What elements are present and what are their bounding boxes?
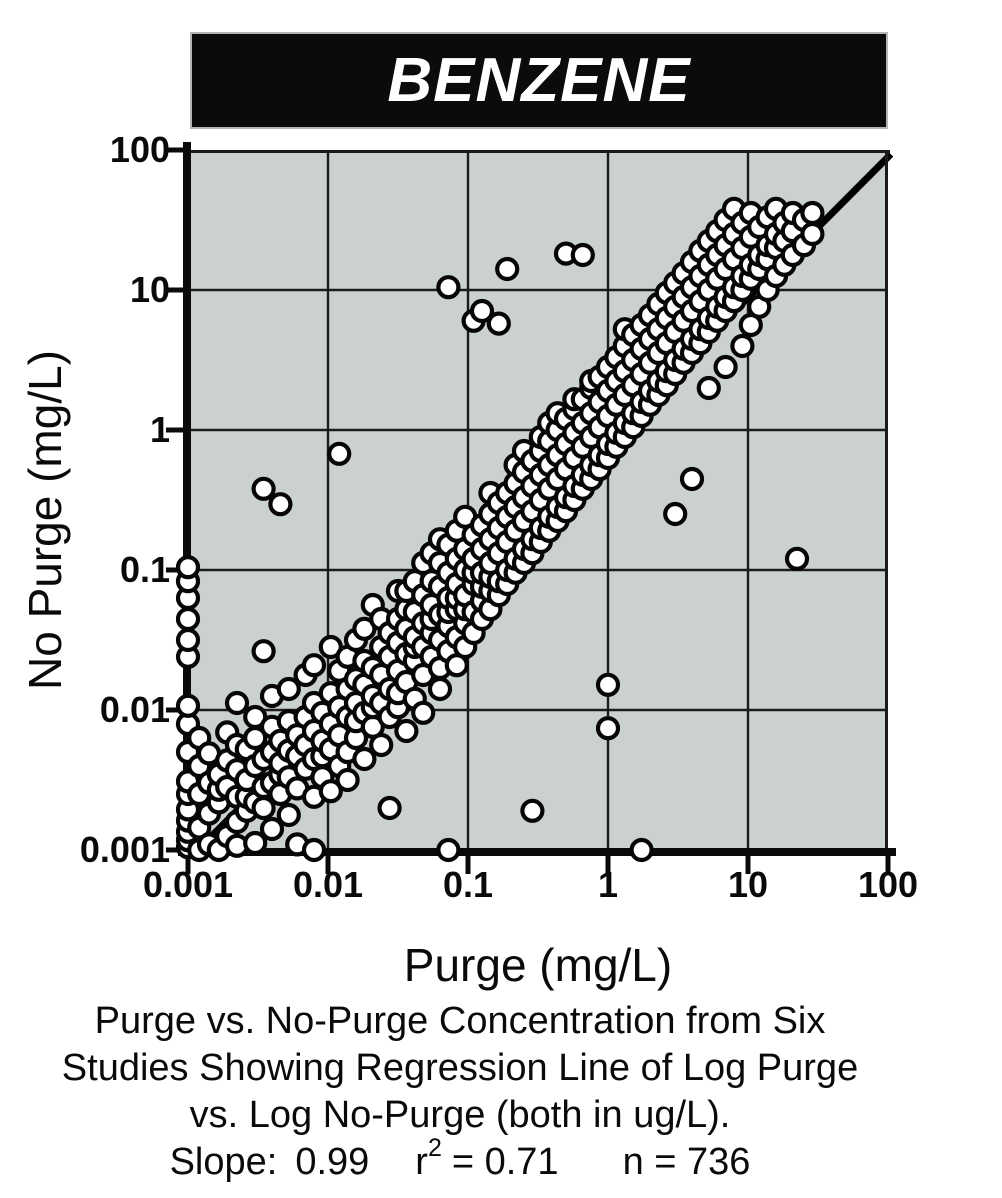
x-tick-label: 0.001 — [142, 864, 234, 905]
y-tick-label: 0.1 — [119, 549, 170, 590]
x-axis-title: Purge (mg/L) — [403, 939, 673, 991]
y-tick-label: 10 — [129, 269, 170, 310]
r-squared-symbol: r2 — [415, 1134, 442, 1183]
caption-line: Purge vs. No-Purge Concentration from Si… — [94, 1000, 826, 1042]
y-axis-title: No Purge (mg/L) — [19, 349, 71, 691]
y-tick-label: 0.01 — [99, 689, 170, 730]
data-points — [175, 196, 825, 863]
caption-stats-line: Slope: 0.99 r2 = 0.71 n = 736 — [0, 1134, 920, 1186]
x-tick-label: 1 — [597, 864, 619, 905]
x-tick-label: 0.1 — [442, 864, 494, 905]
caption: Purge vs. No-Purge Concentration from Si… — [0, 998, 920, 1186]
x-tick-label: 10 — [727, 864, 769, 905]
y-tick-label: 1 — [149, 409, 170, 450]
slope-label: Slope: — [169, 1141, 278, 1183]
r-squared-value: = 0.71 — [451, 1141, 559, 1183]
y-tick-label: 100 — [109, 129, 170, 170]
x-tick-label: 100 — [857, 864, 919, 905]
chart-title-banner: BENZENE — [190, 32, 888, 129]
n-value: n = 736 — [622, 1141, 751, 1183]
caption-line: Studies Showing Regression Line of Log P… — [61, 1047, 859, 1089]
y-tick-label: 0.001 — [79, 829, 170, 870]
slope-value: 0.99 — [295, 1141, 370, 1183]
chart-title: BENZENE — [387, 46, 691, 115]
caption-line: vs. Log No-Purge (both in ug/L). — [189, 1094, 731, 1136]
x-tick-label: 0.01 — [292, 864, 364, 905]
